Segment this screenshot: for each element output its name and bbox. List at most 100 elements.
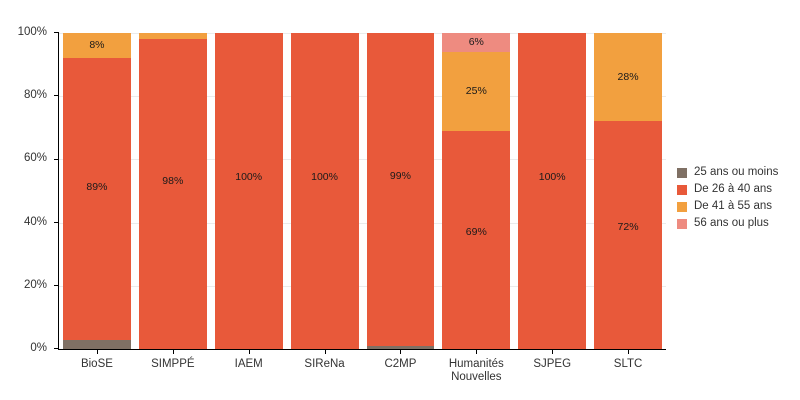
bar-group[interactable]: 89% 8% [63,33,131,349]
y-axis-tick-mark [54,32,59,34]
bar-group[interactable]: 100% [214,33,283,349]
legend-swatch-icon [677,167,687,178]
bar-group[interactable]: 98% [138,33,207,349]
bar-segment[interactable]: 72% [594,121,662,349]
x-axis-tick-label: Humanités Nouvelles [448,358,504,383]
bar-stack: 100% [518,33,587,349]
legend-item[interactable]: De 26 à 40 ans [677,181,797,198]
bar-segment-value-label: 99% [389,169,411,182]
gridline [59,285,666,287]
bar-segment[interactable]: 100% [518,33,587,349]
x-axis-tick-label: C2MP [384,358,417,370]
x-axis-tick-label: IAEM [234,358,263,370]
y-axis-tick-label: 20% [23,278,47,291]
bar-stack: 100% [214,33,283,349]
bar-group[interactable]: 99% [366,33,435,349]
y-axis-tick-label: 40% [23,215,47,228]
x-axis-tick-mark [476,349,478,354]
x-axis-tick-mark [96,349,98,354]
bar-segment[interactable]: 28% [594,33,662,122]
bar-segment[interactable]: 99% [366,33,435,346]
bar-segment-value-label: 98% [162,174,184,187]
bar-segment-value-label: 89% [86,181,108,194]
bar-stack: 100% [290,33,359,349]
x-axis-tick-mark [324,349,326,354]
legend: 25 ans ou moins De 26 à 40 ans De 41 à 55 … [677,164,797,232]
y-axis-line [58,32,59,350]
x-axis-tick-mark [628,349,630,354]
bar-segment[interactable]: 100% [290,33,359,349]
bar-stack: 89% 8% [63,33,131,349]
y-axis-tick: 80% [24,87,59,105]
bar-segment[interactable] [366,345,435,349]
plot-area: 89% 8% 98% 100% 100% 99% 69% 25% 6% 100% 72% 28% [59,33,666,349]
y-axis-tick-label: 80% [23,89,47,102]
bar-group[interactable]: 100% [518,33,587,349]
y-axis-tick: 100% [18,24,59,42]
legend-item[interactable]: 56 ans ou plus [677,215,797,232]
y-axis-tick-label: 60% [23,152,47,165]
legend-item[interactable]: De 41 à 55 ans [677,198,797,215]
bar-segment-value-label: 25% [465,85,487,98]
bar-segment[interactable]: 89% [63,58,131,340]
x-axis-tick-label: BioSE [80,358,113,370]
y-axis-tick-label: 100% [17,26,47,39]
bar-segment[interactable]: 69% [442,130,511,349]
y-axis-tick: 0% [30,340,59,358]
y-axis-tick: 20% [24,277,59,295]
bar-segment-value-label: 100% [235,171,263,184]
y-axis-tick: 40% [24,214,59,232]
x-axis-tick-label: SIMPPÉ [151,358,195,370]
bar-segment-value-label: 69% [465,225,487,238]
bar-segment-value-label: 100% [311,171,338,184]
gridline [59,159,666,161]
bar-segment-value-label: 6% [468,36,484,49]
bar-segment[interactable]: 8% [63,33,131,59]
bar-stack: 72% 28% [594,33,662,349]
y-axis-tick-mark [54,348,59,350]
x-axis-tick-mark [248,349,250,354]
x-axis-tick-label: SIReNa [304,358,345,370]
gridline [59,222,666,224]
legend-swatch-icon [677,184,687,195]
x-axis-tick-mark [400,349,402,354]
gridline [59,96,666,98]
y-axis: 0% 20% 40% 60% 80% 100% [0,27,59,354]
bar-group[interactable]: 100% [290,33,359,349]
bar-stack: 99% [366,33,435,349]
y-axis-tick-label: 0% [30,342,47,355]
legend-item-label: De 26 à 40 ans [694,182,773,195]
bar-segment-value-label: 100% [538,171,566,184]
bar-segment[interactable]: 6% [442,33,511,52]
bar-segment-value-label: 72% [617,220,639,233]
bar-segment[interactable]: 100% [214,33,283,349]
y-axis-tick: 60% [24,150,59,168]
x-axis-tick-label: SLTC [613,358,643,370]
y-axis-tick-mark [54,158,59,160]
bar-segment[interactable]: 98% [138,39,207,349]
y-axis-tick-mark [54,285,59,287]
bar-group[interactable]: 69% 25% 6% [442,33,511,349]
gridline [59,33,666,34]
y-axis-tick-mark [54,95,59,97]
x-axis-tick-label: SJPEG [533,358,572,370]
y-axis-tick-mark [54,221,59,223]
bar-segment[interactable] [138,33,207,40]
x-axis-tick-mark [552,349,554,354]
bar-stack: 98% [138,33,207,349]
bar-stack: 69% 25% 6% [442,33,511,349]
legend-swatch-icon [677,218,687,229]
legend-item-label: 25 ans ou moins [694,165,779,178]
x-axis-line [58,349,666,350]
bar-segment-value-label: 28% [617,71,639,83]
legend-item[interactable]: 25 ans ou moins [677,164,797,181]
x-axis-tick-mark [172,349,174,354]
bar-segment[interactable]: 25% [442,51,511,131]
x-axis: BioSE SIMPPÉ IAEM SIReNa C2MP Humanités Nouve… [59,349,666,400]
bar-group[interactable]: 72% 28% [594,33,662,349]
legend-item-label: De 41 à 55 ans [694,199,773,212]
legend-swatch-icon [677,201,687,212]
bar-segment[interactable] [63,339,131,349]
legend-item-label: 56 ans ou plus [694,216,769,229]
